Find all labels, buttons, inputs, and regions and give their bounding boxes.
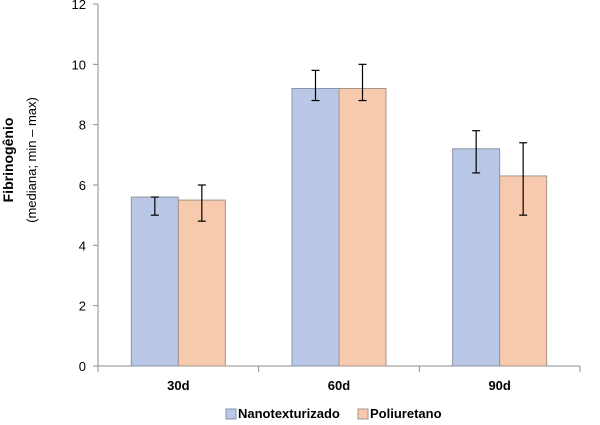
category-labels: 30d 60d 90d — [167, 378, 511, 393]
y-axis-label: Fibrinogênio — [0, 118, 16, 203]
bar-nanotexturizado-30d — [130, 196, 179, 367]
legend: Nanotexturizado Poliuretano — [225, 406, 442, 421]
y-tick-label: 6 — [79, 178, 86, 193]
bar-nanotexturizado-60d — [291, 87, 340, 367]
y-axis-title: Fibrinogênio (mediana; min – max) — [0, 97, 39, 223]
y-tick-label: 8 — [79, 118, 86, 133]
legend-label-poliuretano: Poliuretano — [370, 406, 442, 421]
y-tick-label: 12 — [72, 0, 86, 12]
legend-label-nanotexturizado: Nanotexturizado — [238, 406, 340, 421]
x-tick-label: 30d — [167, 378, 189, 393]
legend-swatch-poliuretano — [357, 408, 369, 420]
y-tick-label: 0 — [79, 359, 86, 374]
y-tick-label: 10 — [72, 57, 86, 72]
x-tick-label: 90d — [488, 378, 510, 393]
y-tick-label: 2 — [79, 299, 86, 314]
y-axis-sublabel: (mediana; min – max) — [24, 97, 39, 223]
bar-nanotexturizado-90d — [452, 148, 501, 367]
bar-poliuretano-90d — [499, 175, 548, 367]
x-tick-label: 60d — [328, 378, 350, 393]
legend-swatch-nanotexturizado — [225, 408, 237, 420]
bars — [130, 63, 548, 367]
y-tick-label: 4 — [79, 238, 86, 253]
bar-poliuretano-30d — [177, 199, 226, 367]
bar-poliuretano-60d — [338, 87, 387, 367]
